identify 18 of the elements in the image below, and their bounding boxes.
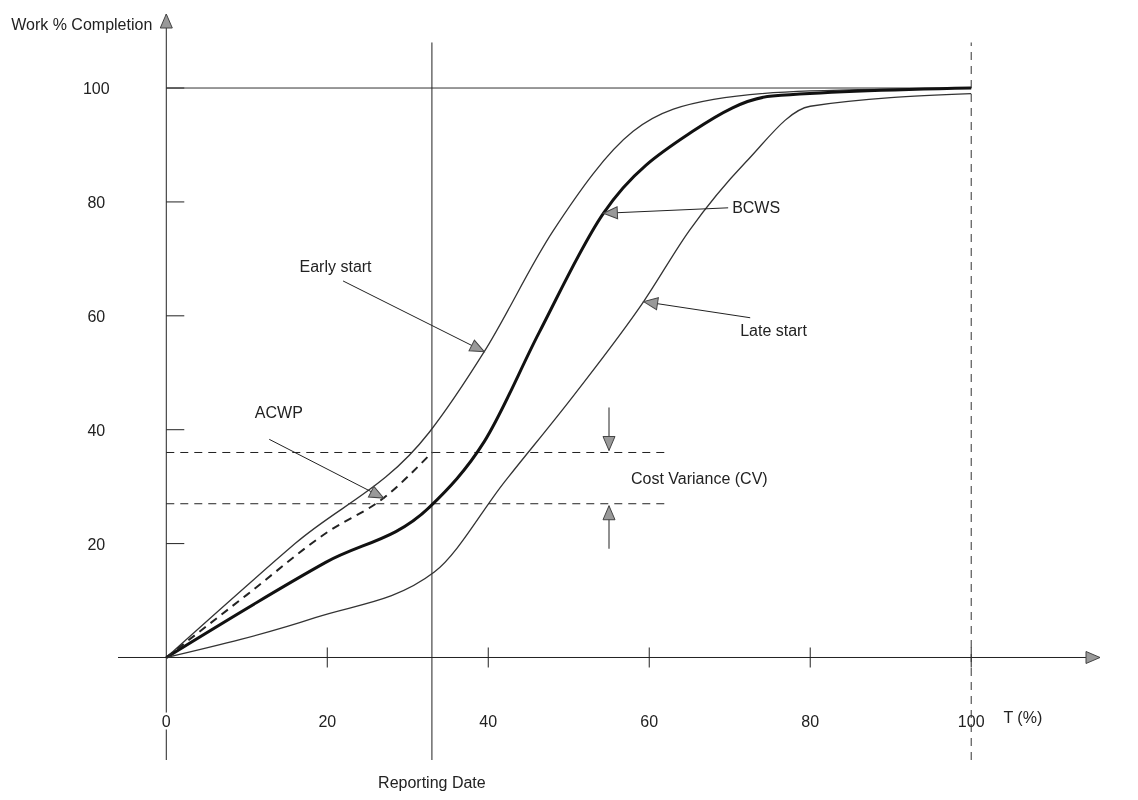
annotation: Late start [740, 321, 808, 339]
y-tick-label: 20 [87, 535, 106, 553]
ref-line-label: Reporting Date [378, 774, 486, 791]
y-tick-label: 100 [82, 80, 110, 98]
x-tick-label: 20 [318, 713, 337, 731]
annotation: Cost Variance (CV) [631, 470, 768, 488]
x-tick-label: 80 [801, 713, 820, 731]
y-tick-label: 60 [87, 307, 106, 325]
y-tick-label: 40 [87, 421, 106, 439]
x-axis-title: T (%) [1003, 709, 1043, 727]
annotation: Early start [299, 257, 373, 275]
annotation: BCWS [732, 199, 781, 217]
y-tick-label: 80 [87, 193, 106, 211]
x-tick-label: 60 [640, 713, 659, 731]
x-tick-label: 100 [957, 713, 985, 731]
x-tick-label: 40 [479, 713, 498, 731]
y-axis-title: Work % Completion [11, 16, 153, 33]
annotation: ACWP [254, 404, 303, 422]
